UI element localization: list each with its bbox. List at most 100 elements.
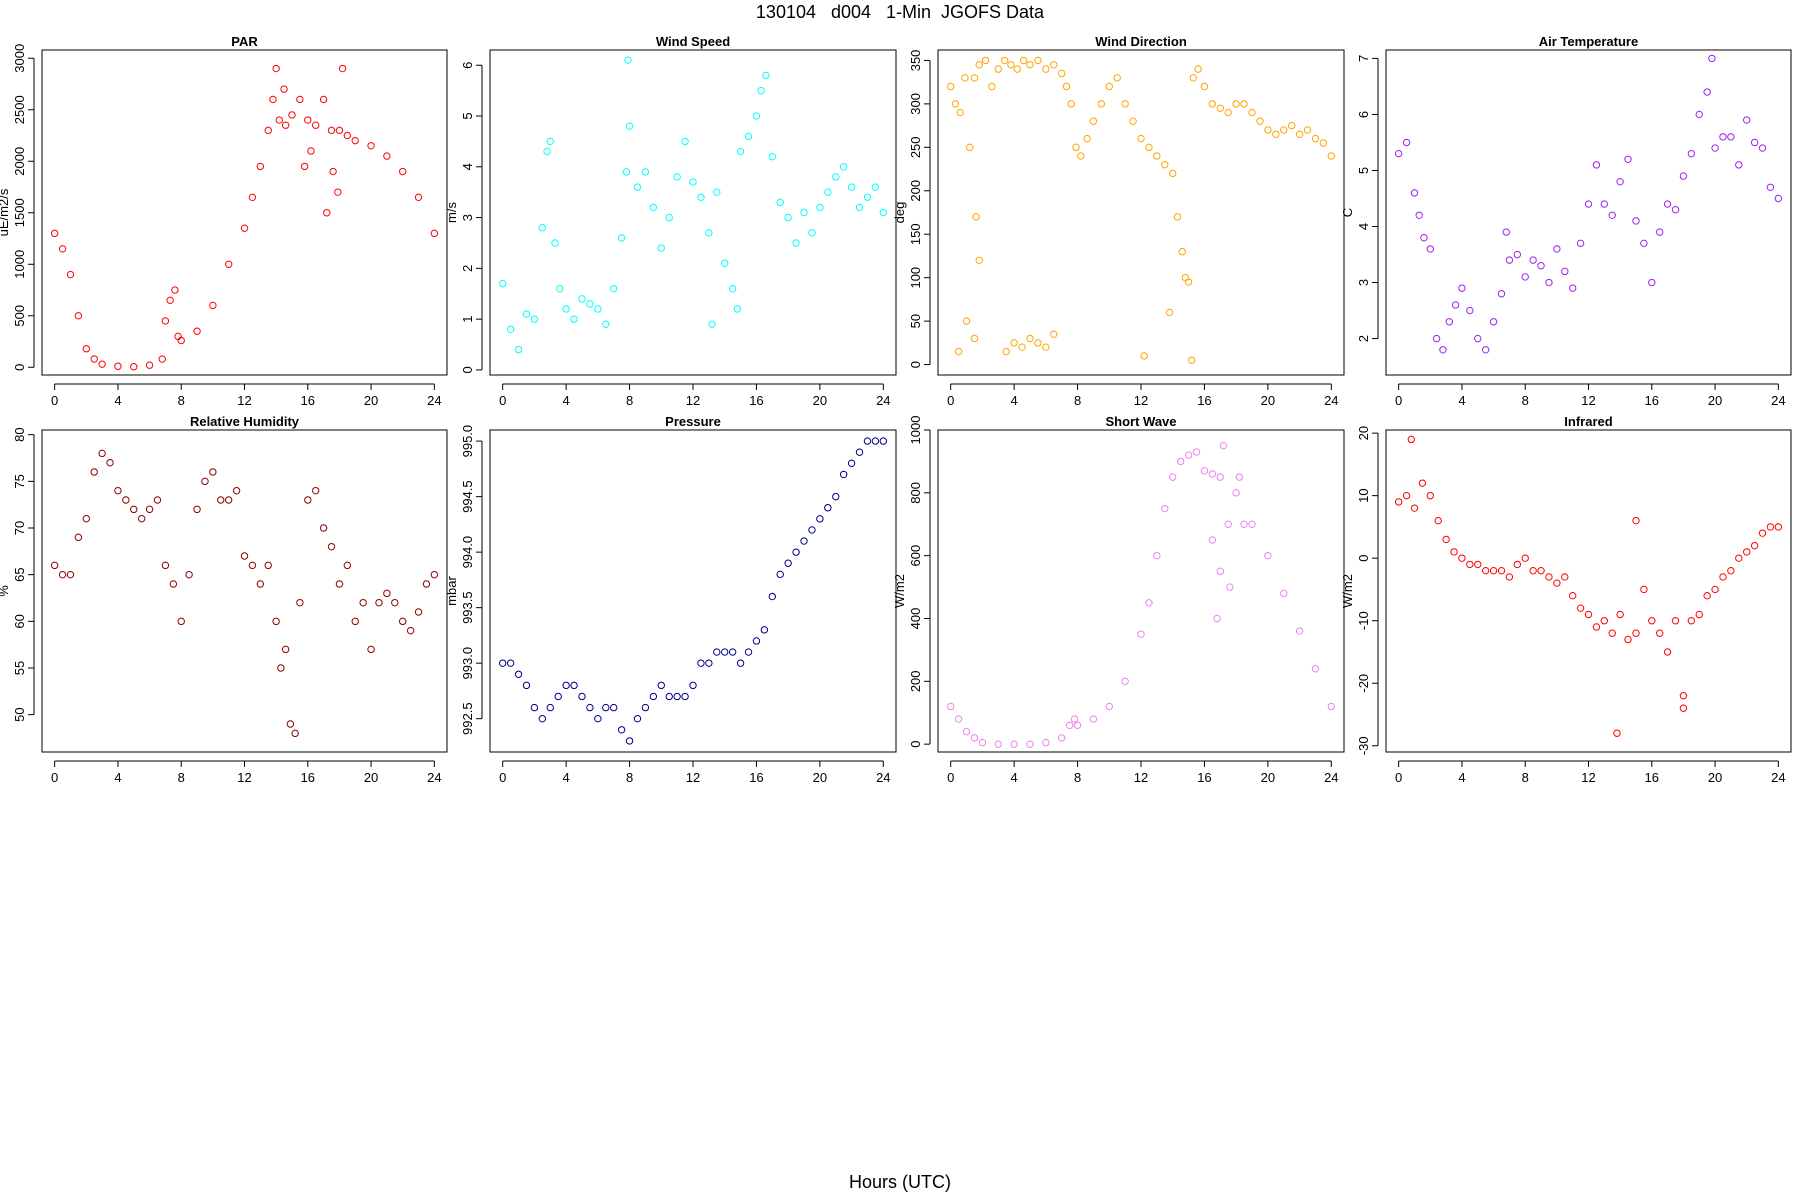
par-data-point bbox=[334, 188, 342, 196]
short-wave-data-point bbox=[1216, 473, 1224, 481]
par-data-point bbox=[275, 116, 284, 124]
pressure-data-point bbox=[832, 492, 840, 501]
air-temperature-data-point bbox=[1426, 245, 1434, 253]
wind-direction-data-point bbox=[1058, 69, 1066, 78]
wind-direction-x-tick-label: 24 bbox=[1324, 393, 1338, 408]
wind-direction-data-point bbox=[1026, 334, 1034, 343]
air-temperature-data-point bbox=[1466, 306, 1474, 315]
air-temperature-data-point bbox=[1608, 211, 1616, 220]
infrared-data-point bbox=[1640, 585, 1648, 594]
air-temperature-data-point bbox=[1513, 250, 1522, 259]
par-data-point bbox=[280, 85, 288, 93]
wind-speed-data-point bbox=[721, 259, 729, 267]
wind-direction-data-point bbox=[966, 143, 974, 152]
relative-humidity-data-point bbox=[145, 505, 154, 514]
short-wave-y-tick-label: 200 bbox=[908, 670, 923, 692]
wind-speed-x-tick-label: 8 bbox=[626, 393, 633, 408]
relative-humidity-data-point bbox=[114, 486, 122, 495]
air-temperature-data-point bbox=[1439, 346, 1447, 354]
relative-humidity-data-point bbox=[359, 598, 367, 607]
par-data-point bbox=[248, 193, 257, 202]
relative-humidity-y-tick-label: 50 bbox=[12, 707, 27, 721]
wind-direction-data-point bbox=[970, 74, 979, 82]
par-data-point bbox=[296, 95, 304, 104]
short-wave-data-point bbox=[1216, 567, 1224, 576]
wind-direction-data-point bbox=[1178, 247, 1186, 256]
relative-humidity-y-tick-label: 80 bbox=[12, 427, 27, 441]
wind-direction-data-point bbox=[1272, 130, 1280, 138]
par-data-point bbox=[399, 167, 407, 176]
relative-humidity-data-point bbox=[240, 552, 249, 560]
par-data-point bbox=[414, 193, 423, 202]
relative-humidity-data-point bbox=[311, 486, 320, 495]
par-data-point bbox=[335, 126, 344, 135]
air-temperature-plot-frame bbox=[1385, 49, 1792, 376]
wind-speed-data-point bbox=[744, 132, 753, 141]
infrared-data-point bbox=[1663, 648, 1672, 656]
air-temperature-data-point bbox=[1687, 149, 1696, 158]
air-temperature-data-point bbox=[1679, 172, 1688, 180]
pressure-data-point bbox=[800, 537, 808, 545]
infrared-data-point bbox=[1568, 591, 1577, 600]
infrared-data-point bbox=[1426, 491, 1434, 500]
short-wave-plot-frame bbox=[937, 429, 1345, 753]
short-wave-x-tick-label: 12 bbox=[1134, 770, 1148, 785]
short-wave-data-point bbox=[1200, 467, 1209, 475]
wind-speed-data-point bbox=[768, 152, 776, 161]
relative-humidity-data-point bbox=[430, 570, 439, 579]
infrared-y-tick-label: -20 bbox=[1356, 674, 1371, 693]
wind-speed-data-point bbox=[562, 305, 570, 313]
air-temperature-y-tick-label: 5 bbox=[1356, 167, 1371, 174]
wind-speed-x-tick-label: 24 bbox=[876, 393, 890, 408]
pressure-data-point bbox=[546, 703, 554, 712]
relative-humidity-data-point bbox=[209, 468, 217, 476]
air-temperature-data-point bbox=[1640, 239, 1648, 248]
wind-direction-data-point bbox=[1034, 56, 1042, 65]
wind-direction-data-point bbox=[1319, 139, 1328, 147]
wind-speed-data-point bbox=[689, 178, 697, 186]
wind-direction-y-tick-label: 50 bbox=[908, 314, 923, 328]
wind-direction-data-point bbox=[1264, 126, 1272, 134]
relative-humidity-data-point bbox=[169, 580, 178, 588]
air-temperature-data-point bbox=[1632, 217, 1640, 225]
par-y-tick-label: 1500 bbox=[12, 198, 27, 227]
relative-humidity-data-point bbox=[296, 598, 304, 607]
relative-humidity-title: Relative Humidity bbox=[190, 414, 300, 429]
wind-speed-data-point bbox=[757, 86, 765, 95]
short-wave-y-tick-label: 1000 bbox=[908, 416, 923, 445]
short-wave-data-point bbox=[1070, 715, 1079, 723]
short-wave-data-point bbox=[962, 727, 971, 736]
par-y-tick-label: 0 bbox=[12, 364, 27, 371]
short-wave-data-point bbox=[1184, 451, 1193, 459]
wind-speed-data-point bbox=[506, 325, 515, 333]
short-wave-data-point bbox=[1192, 448, 1201, 456]
relative-humidity-data-point bbox=[137, 514, 146, 523]
wind-direction-data-point bbox=[1105, 82, 1113, 91]
relative-humidity-x-tick-label: 16 bbox=[301, 770, 315, 785]
wind-speed-data-point bbox=[556, 284, 564, 293]
pressure-data-point bbox=[855, 448, 864, 456]
pressure-data-point bbox=[602, 703, 610, 712]
pressure-data-point bbox=[736, 659, 745, 667]
air-temperature-data-point bbox=[1616, 177, 1624, 186]
relative-humidity-data-point bbox=[185, 570, 193, 579]
infrared-y-axis-label: W/m2 bbox=[1340, 574, 1355, 608]
infrared-data-point bbox=[1727, 566, 1735, 575]
wind-speed-data-point bbox=[839, 163, 848, 171]
pressure-data-point bbox=[530, 703, 539, 712]
infrared-data-point bbox=[1489, 566, 1498, 575]
wind-speed-y-axis-label: m/s bbox=[444, 202, 459, 223]
relative-humidity-x-tick-label: 4 bbox=[114, 770, 121, 785]
infrared-data-point bbox=[1474, 560, 1482, 569]
wind-direction-data-point bbox=[1000, 56, 1009, 65]
air-temperature-data-point bbox=[1648, 278, 1656, 287]
infrared-y-tick-label: 10 bbox=[1356, 488, 1371, 502]
pressure-data-point bbox=[871, 437, 880, 445]
air-temperature-y-tick-label: 6 bbox=[1356, 111, 1371, 118]
relative-humidity-y-tick-label: 60 bbox=[12, 614, 27, 628]
wind-direction-title: Wind Direction bbox=[1095, 34, 1187, 49]
air-temperature-data-point bbox=[1600, 200, 1609, 208]
par-y-tick-label: 500 bbox=[12, 305, 27, 327]
pressure-y-tick-label: 992.5 bbox=[460, 702, 475, 735]
relative-humidity-data-point bbox=[335, 580, 344, 588]
